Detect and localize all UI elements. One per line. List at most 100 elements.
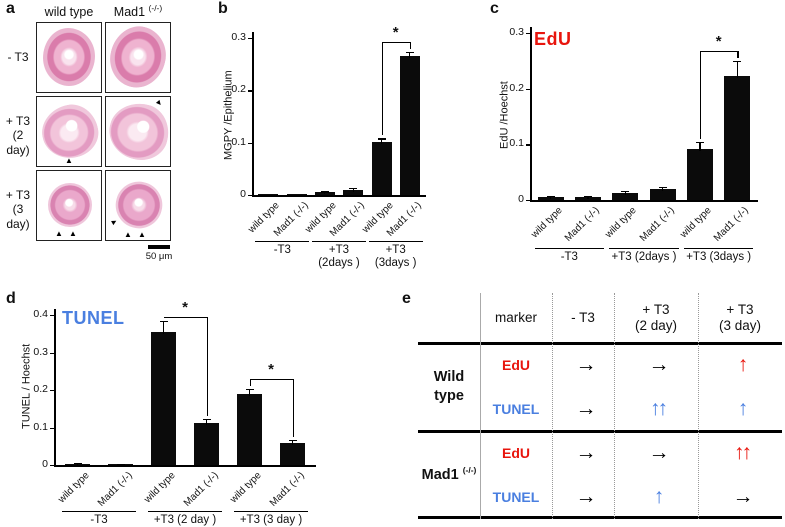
bar: [399, 56, 420, 195]
bar: [151, 331, 176, 465]
tissue-section: [110, 176, 168, 234]
y-tick-label: 0.1: [231, 135, 246, 148]
group-underline: [534, 248, 604, 250]
sig-bracket-leg: [381, 42, 383, 136]
arrowhead-marker: ▲: [65, 156, 73, 165]
y-tick-mark: [248, 38, 252, 40]
y-axis-label-c: EdU /Hoechst: [498, 81, 511, 149]
group-label: +T3 (2 day ): [153, 514, 217, 526]
x-category-label: Mad1 (-/-): [637, 205, 677, 244]
tissue-section: [37, 99, 101, 164]
error-bar-cap: [320, 191, 329, 193]
group-underline: [368, 241, 423, 243]
scale-bar-label: 50 μm: [145, 251, 173, 262]
y-tick-mark: [50, 315, 54, 317]
sig-bracket-leg: [249, 379, 251, 387]
error-bar-cap: [696, 142, 704, 144]
table-rule-between-groups: [418, 430, 782, 433]
chart-edu: 0 0.1 0.2 0.3 wild type Mad1 (-/-) wild type Ma…: [509, 25, 780, 283]
sig-bracket: [249, 379, 293, 381]
sig-star: *: [715, 32, 722, 50]
column-header-text: Mad1: [113, 5, 149, 20]
row-label-minus-t3: - T3: [7, 50, 29, 64]
y-tick-label: 0: [42, 458, 48, 470]
bar: [687, 148, 713, 200]
y-axis-label-b: MGPY /Epithelium: [222, 70, 235, 160]
trend-arrow: ↑: [737, 353, 749, 377]
histology-image-wildtype-minus-t3: [36, 22, 102, 93]
trend-arrow: ↑: [653, 485, 665, 509]
group-underline: [311, 241, 367, 243]
y-tick-mark: [248, 195, 252, 197]
group-label: +T3 (3 day ): [239, 514, 303, 526]
y-tick-mark: [526, 200, 530, 202]
x-axis: [54, 465, 316, 467]
marker-label-edu: EdU: [502, 356, 530, 373]
error-bar: [76, 463, 79, 466]
error-bar: [324, 191, 326, 195]
error-bar: [550, 196, 552, 200]
group-label: +T3 (2days ): [318, 244, 360, 270]
y-tick-label: 0: [518, 193, 524, 205]
x-axis: [252, 195, 426, 197]
arrowhead-marker: ▲: [138, 230, 146, 239]
row-group-name: Mad1 (-/-): [421, 465, 477, 484]
y-tick-label: 0.2: [509, 81, 524, 94]
x-category-label: wild type: [141, 470, 178, 506]
table-vline-group: [480, 293, 481, 519]
marker-label-tunel: TUNEL: [492, 400, 540, 417]
error-bar: [352, 188, 354, 192]
chart-mgpy: 0 0.1 0.2 0.3 wild type Mad1 (-/-) wild type Ma…: [231, 24, 428, 278]
y-tick-label: 0: [240, 188, 246, 200]
histology-image-wildtype-t3-3day: ▲ ▲: [36, 170, 102, 241]
bar: [612, 192, 639, 200]
panel-label-e: e: [402, 290, 411, 307]
y-tick-label: 0.1: [33, 420, 48, 433]
x-category-label: wild type: [529, 205, 565, 241]
error-bar: [205, 419, 208, 425]
x-category-label: Mad1 (-/-): [562, 205, 602, 244]
y-axis: [252, 32, 254, 195]
x-category-label: wild type: [55, 470, 92, 506]
y-tick-mark: [50, 390, 54, 392]
group-underline: [609, 248, 679, 250]
error-bar-cap: [658, 186, 667, 188]
panel-label-a: a: [6, 0, 15, 17]
bar: [194, 423, 219, 465]
column-header-text: wild type: [44, 5, 94, 20]
y-tick-label: 0.4: [33, 308, 48, 320]
error-bar: [380, 138, 383, 144]
error-bar-cap: [546, 196, 555, 198]
error-bar: [699, 142, 701, 151]
error-bar: [736, 60, 738, 79]
trend-arrow: →: [575, 397, 597, 421]
error-bar-cap: [621, 191, 630, 193]
error-bar-cap: [349, 188, 358, 190]
x-category-label: Mad1 (-/-): [181, 470, 221, 509]
y-tick-mark: [248, 142, 252, 144]
error-bar-cap: [733, 60, 742, 63]
tissue-section: [48, 183, 92, 227]
error-bar-cap: [202, 419, 211, 421]
table-header-minus-t3: - T3: [571, 309, 595, 325]
chart-title-tunel: TUNEL: [62, 308, 125, 328]
sig-star: *: [268, 361, 274, 379]
y-tick-label: 0.3: [509, 26, 524, 38]
trend-arrow: →: [575, 353, 597, 377]
table-header-t3-3day: + T3 (3 day): [718, 301, 762, 333]
x-category-label: Mad1 (-/-): [712, 205, 752, 244]
y-tick-label: 0.3: [231, 31, 246, 43]
error-bar-cap: [584, 196, 592, 198]
sig-bracket-leg: [700, 50, 702, 140]
histology-image-mad1-minus-t3: [105, 22, 171, 93]
trend-arrow: →: [732, 485, 754, 509]
group-label: +T3 (3days ): [374, 244, 417, 270]
bar: [371, 141, 392, 195]
bar: [258, 193, 279, 195]
bar: [343, 189, 364, 195]
trend-arrow: ↑↑: [650, 397, 668, 421]
sig-star: *: [392, 24, 399, 42]
y-tick-label: 0.1: [509, 137, 524, 150]
sig-star: *: [182, 299, 188, 316]
